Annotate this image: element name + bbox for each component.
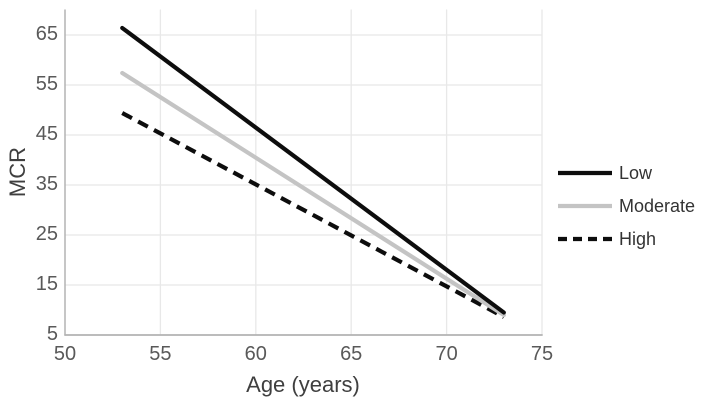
series-line-low [120,25,506,315]
legend-swatch-solid-line-icon [558,170,612,176]
x-tick-label: 60 [244,343,267,365]
series-line-moderate [120,70,506,318]
legend-item-moderate: Moderate [557,195,695,217]
y-tick-label: 15 [35,273,58,295]
legend-swatch-dashed-line-icon [558,236,612,242]
y-axis-title: MCR [5,146,30,198]
series-line-high [121,111,505,319]
x-axis-title: Age (years) [246,372,360,397]
legend-item-high: High [557,228,695,250]
y-tick-label: 5 [46,323,58,345]
y-tick-label: 25 [35,223,58,245]
y-tick-label: 45 [35,123,58,145]
legend-label: Moderate [619,195,696,216]
legend-label: Low [619,162,653,183]
legend: Low Moderate High [557,162,695,261]
x-tick-label: 70 [435,343,458,365]
x-tick-label: 75 [530,343,554,365]
y-tick-label: 65 [35,23,58,45]
x-tick-label: 55 [149,343,172,365]
legend-item-low: Low [557,162,695,184]
y-tick-label: 35 [35,173,58,195]
x-tick-label: 65 [340,343,363,365]
x-tick-label: 50 [53,343,77,365]
legend-swatch-solid-line-icon [558,203,612,209]
legend-label: High [619,228,657,249]
y-tick-label: 55 [35,73,58,95]
